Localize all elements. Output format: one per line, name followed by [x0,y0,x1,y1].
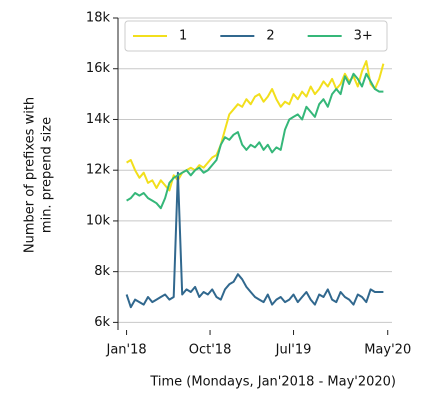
series-line [125,171,384,309]
y-tick-label: 12k [86,163,111,178]
legend-label: 2 [266,29,274,44]
x-tick-label: Jul'19 [275,343,312,358]
y-tick-label: 14k [86,112,111,127]
legend-box [124,20,388,52]
x-tick-label: May'20 [364,343,411,358]
y-tick-label: 18k [86,11,111,26]
y-tick-label: 6k [94,315,110,330]
y-tick-label: 8k [94,264,110,279]
x-axis-label: Time (Mondays, Jan'2018 - May'2020) [149,375,396,390]
y-axis-label: Number of prefixes with min. prepend siz… [23,97,55,253]
y-axis-label-line: min. prepend size [40,117,55,233]
y-axis-label-line: Number of prefixes with [23,97,38,253]
legend-label: 1 [179,29,187,44]
series-line [126,60,385,192]
y-tick-label: 16k [86,61,111,76]
x-tick-label: Jan'18 [105,343,146,358]
x-tick-label: Oct'18 [189,343,232,358]
y-tick-label: 10k [86,213,111,228]
series-line [126,72,384,210]
legend-label: 3+ [354,29,373,44]
